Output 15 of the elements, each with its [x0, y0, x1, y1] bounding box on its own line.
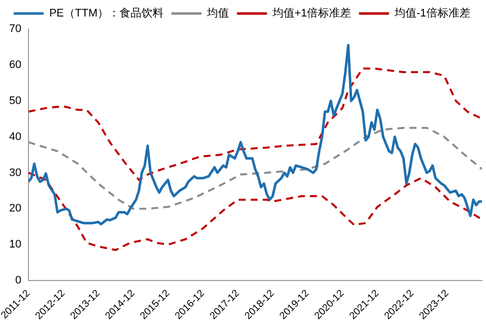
y-tick-label: 10	[9, 238, 22, 251]
line-series	[28, 126, 482, 210]
legend-label: 均值	[206, 8, 229, 20]
legend-label: 均值+1倍标准差	[271, 6, 352, 20]
legend-label: 均值-1倍标准差	[394, 6, 470, 20]
y-tick-label: 70	[9, 23, 22, 36]
legend-label: PE（TTM）：食品饮料	[49, 6, 164, 20]
y-tick-label: 50	[9, 94, 22, 107]
y-tick-label: 0	[15, 274, 22, 287]
line-series	[28, 68, 482, 181]
line-series	[28, 172, 482, 252]
y-tick-label: 20	[9, 202, 22, 215]
y-tick-label: 40	[9, 130, 22, 143]
y-tick-label: 30	[9, 166, 22, 179]
y-tick-label: 60	[9, 58, 22, 71]
